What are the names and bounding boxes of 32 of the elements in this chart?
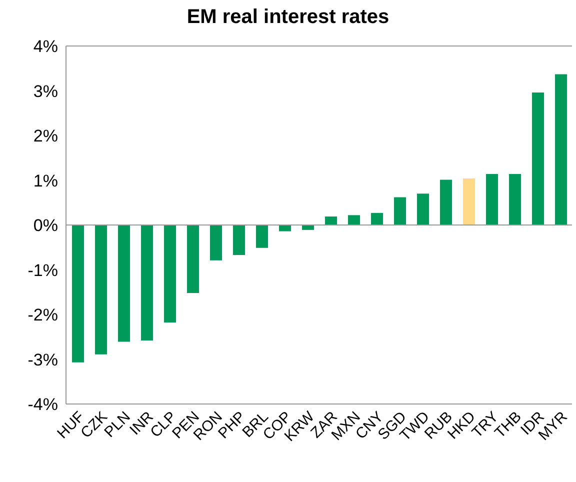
bar <box>394 197 406 225</box>
chart-title: EM real interest rates <box>186 5 390 30</box>
bar <box>348 215 360 225</box>
bar <box>532 92 544 225</box>
bar <box>509 174 521 225</box>
bar <box>72 225 84 362</box>
bar <box>95 225 107 354</box>
y-tick-label: 1% <box>33 171 58 190</box>
bar <box>325 216 337 225</box>
bar <box>486 174 498 225</box>
y-tick-label: 4% <box>33 37 58 56</box>
bar <box>417 194 429 225</box>
bar <box>279 225 291 232</box>
y-tick-label: 3% <box>33 82 58 101</box>
y-tick-label: 2% <box>33 126 58 146</box>
bar <box>141 225 153 340</box>
bar <box>440 180 452 225</box>
y-tick-label: 0% <box>33 216 58 236</box>
bar <box>187 225 199 294</box>
bar <box>463 178 475 225</box>
bar <box>555 74 567 225</box>
bar <box>210 225 222 260</box>
y-tick-label: -4% <box>28 395 58 414</box>
bar <box>164 225 176 323</box>
bar <box>233 225 245 255</box>
bar <box>118 225 130 342</box>
y-tick-label: -3% <box>28 350 58 370</box>
bar <box>256 225 268 248</box>
y-tick-label: -1% <box>28 260 58 280</box>
bar <box>371 212 383 225</box>
y-tick-label: -2% <box>28 306 58 325</box>
bar <box>302 225 314 230</box>
